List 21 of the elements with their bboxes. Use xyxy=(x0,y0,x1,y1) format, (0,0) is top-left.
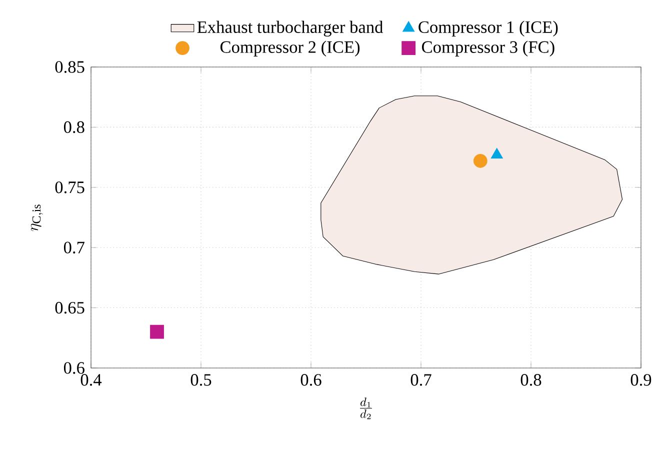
x-tick-label: 0.7 xyxy=(410,374,432,386)
x-tick-label: 0.6 xyxy=(300,374,322,386)
x-tick-label: 0.5 xyxy=(190,374,212,386)
point xyxy=(150,324,164,339)
y-axis-title: $\eta_{\mathrm{C,is}}$ xyxy=(30,204,43,232)
y-tick-label: 0.75 xyxy=(55,182,84,194)
point xyxy=(473,154,488,168)
legend-label: Compressor 3 (FC) xyxy=(422,40,554,56)
legend-label: Exhaust turbocharger band xyxy=(197,20,384,37)
y-tick-label: 0.85 xyxy=(55,61,84,73)
y-tick-label: 0.7 xyxy=(64,242,84,254)
y-tick-label: 0.65 xyxy=(55,302,84,314)
legend-label: Compressor 2 (ICE) xyxy=(220,40,360,56)
y-tick-label: 0.8 xyxy=(64,121,84,134)
x-tick-label: 0.8 xyxy=(520,374,542,386)
y-tick-label: 0.6 xyxy=(64,362,84,374)
x-tick-label: 0.4 xyxy=(80,374,102,386)
point xyxy=(490,148,503,158)
x-axis-title: $\frac{d_1}{d_2}$ xyxy=(360,398,372,420)
legend-label: Compressor 1 (ICE) xyxy=(418,20,558,36)
x-tick-label: 0.9 xyxy=(630,374,652,386)
